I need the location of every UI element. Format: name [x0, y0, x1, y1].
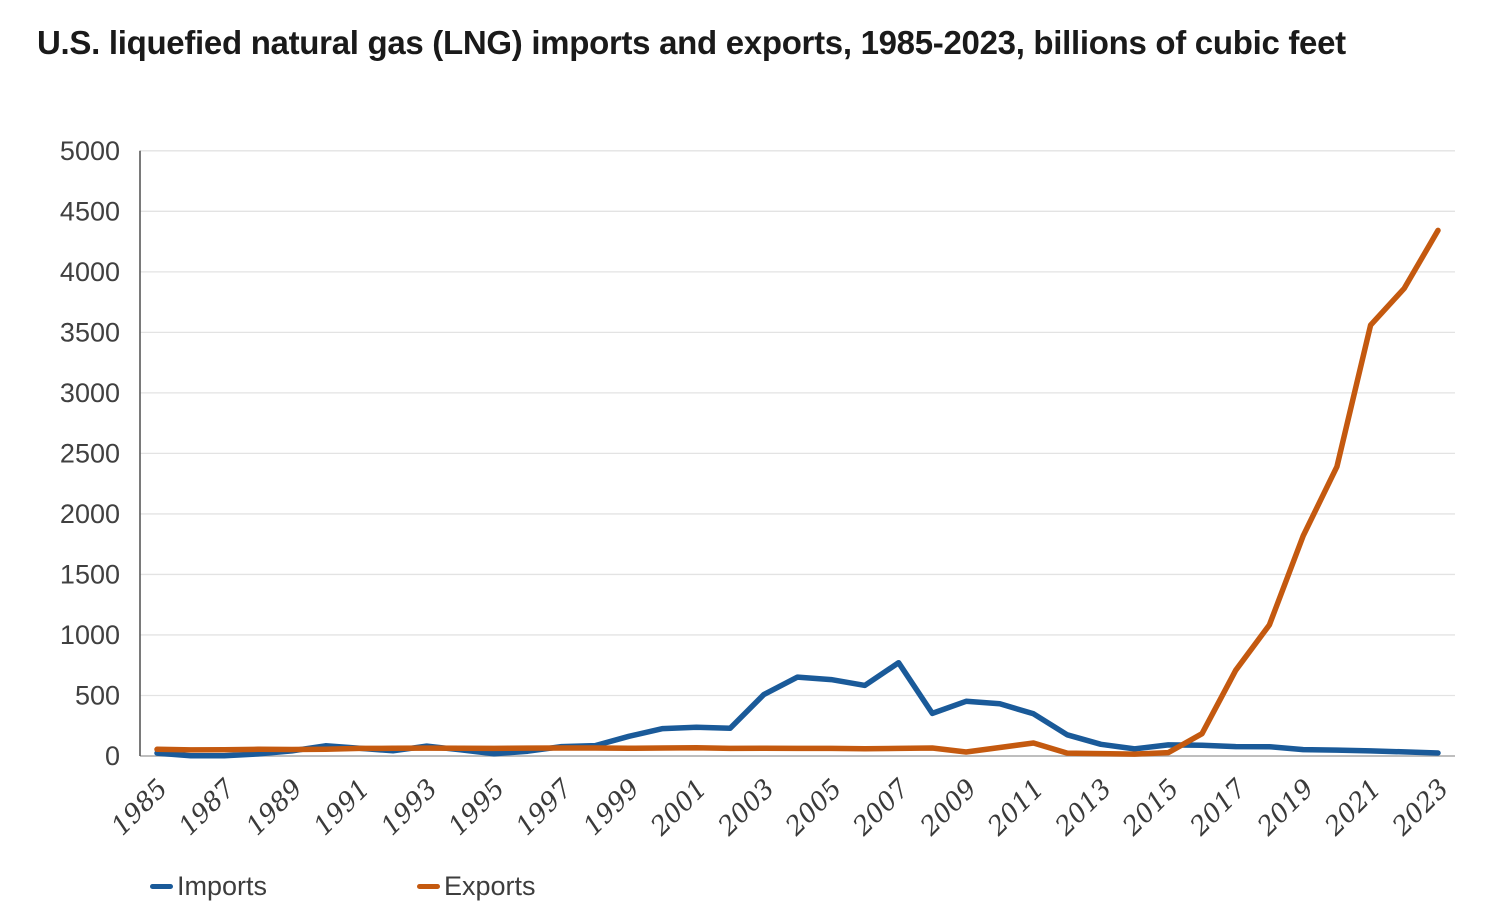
legend-item-exports: Exports [417, 871, 536, 902]
exports-line [154, 227, 1441, 757]
x-tick-label: 1995 [443, 774, 511, 842]
x-tick-label: 1991 [308, 774, 376, 842]
imports-line-swatch [150, 884, 173, 889]
y-tick-label: 2500 [60, 438, 120, 468]
y-tick-label: 2000 [60, 499, 120, 529]
x-tick-label: 1993 [376, 774, 444, 842]
imports-line [154, 659, 1441, 759]
legend-exports-label: Exports [444, 871, 536, 901]
y-tick-label: 0 [105, 741, 120, 771]
x-tick-label: 2013 [1049, 774, 1118, 843]
x-tick-label: 2011 [982, 774, 1051, 843]
chart-title: U.S. liquefied natural gas (LNG) imports… [37, 24, 1346, 61]
x-tick-label: 2019 [1251, 774, 1320, 843]
x-tick-label: 2005 [779, 774, 848, 843]
x-tick-label: 1999 [578, 774, 646, 842]
x-tick-label: 2023 [1386, 774, 1455, 843]
x-tick-label: 2021 [1319, 774, 1388, 843]
y-tick-label: 4500 [60, 196, 120, 226]
y-tick-label: 3500 [60, 317, 120, 347]
x-tick-label: 2015 [1117, 774, 1186, 843]
legend-imports-label: Imports [177, 871, 268, 901]
y-tick-label: 1000 [60, 620, 120, 650]
x-tick-label: 2007 [847, 773, 916, 842]
x-tick-label: 2001 [645, 774, 714, 843]
y-tick-label: 5000 [60, 136, 120, 166]
y-tick-label: 3000 [60, 378, 120, 408]
y-tick-label: 4000 [60, 257, 120, 287]
x-tick-label: 1987 [173, 773, 241, 841]
legend-item-imports: Imports [150, 871, 267, 902]
x-tick-label: 2009 [914, 774, 983, 843]
x-tick-label: 1997 [510, 773, 578, 841]
y-tick-label: 500 [75, 680, 120, 710]
x-tick-label: 1985 [106, 774, 174, 842]
exports-line-swatch [417, 884, 440, 889]
x-tick-label: 2017 [1184, 773, 1253, 842]
x-tick-label: 1989 [241, 774, 309, 842]
y-tick-label: 1500 [60, 559, 120, 589]
x-tick-label: 2003 [712, 774, 781, 843]
